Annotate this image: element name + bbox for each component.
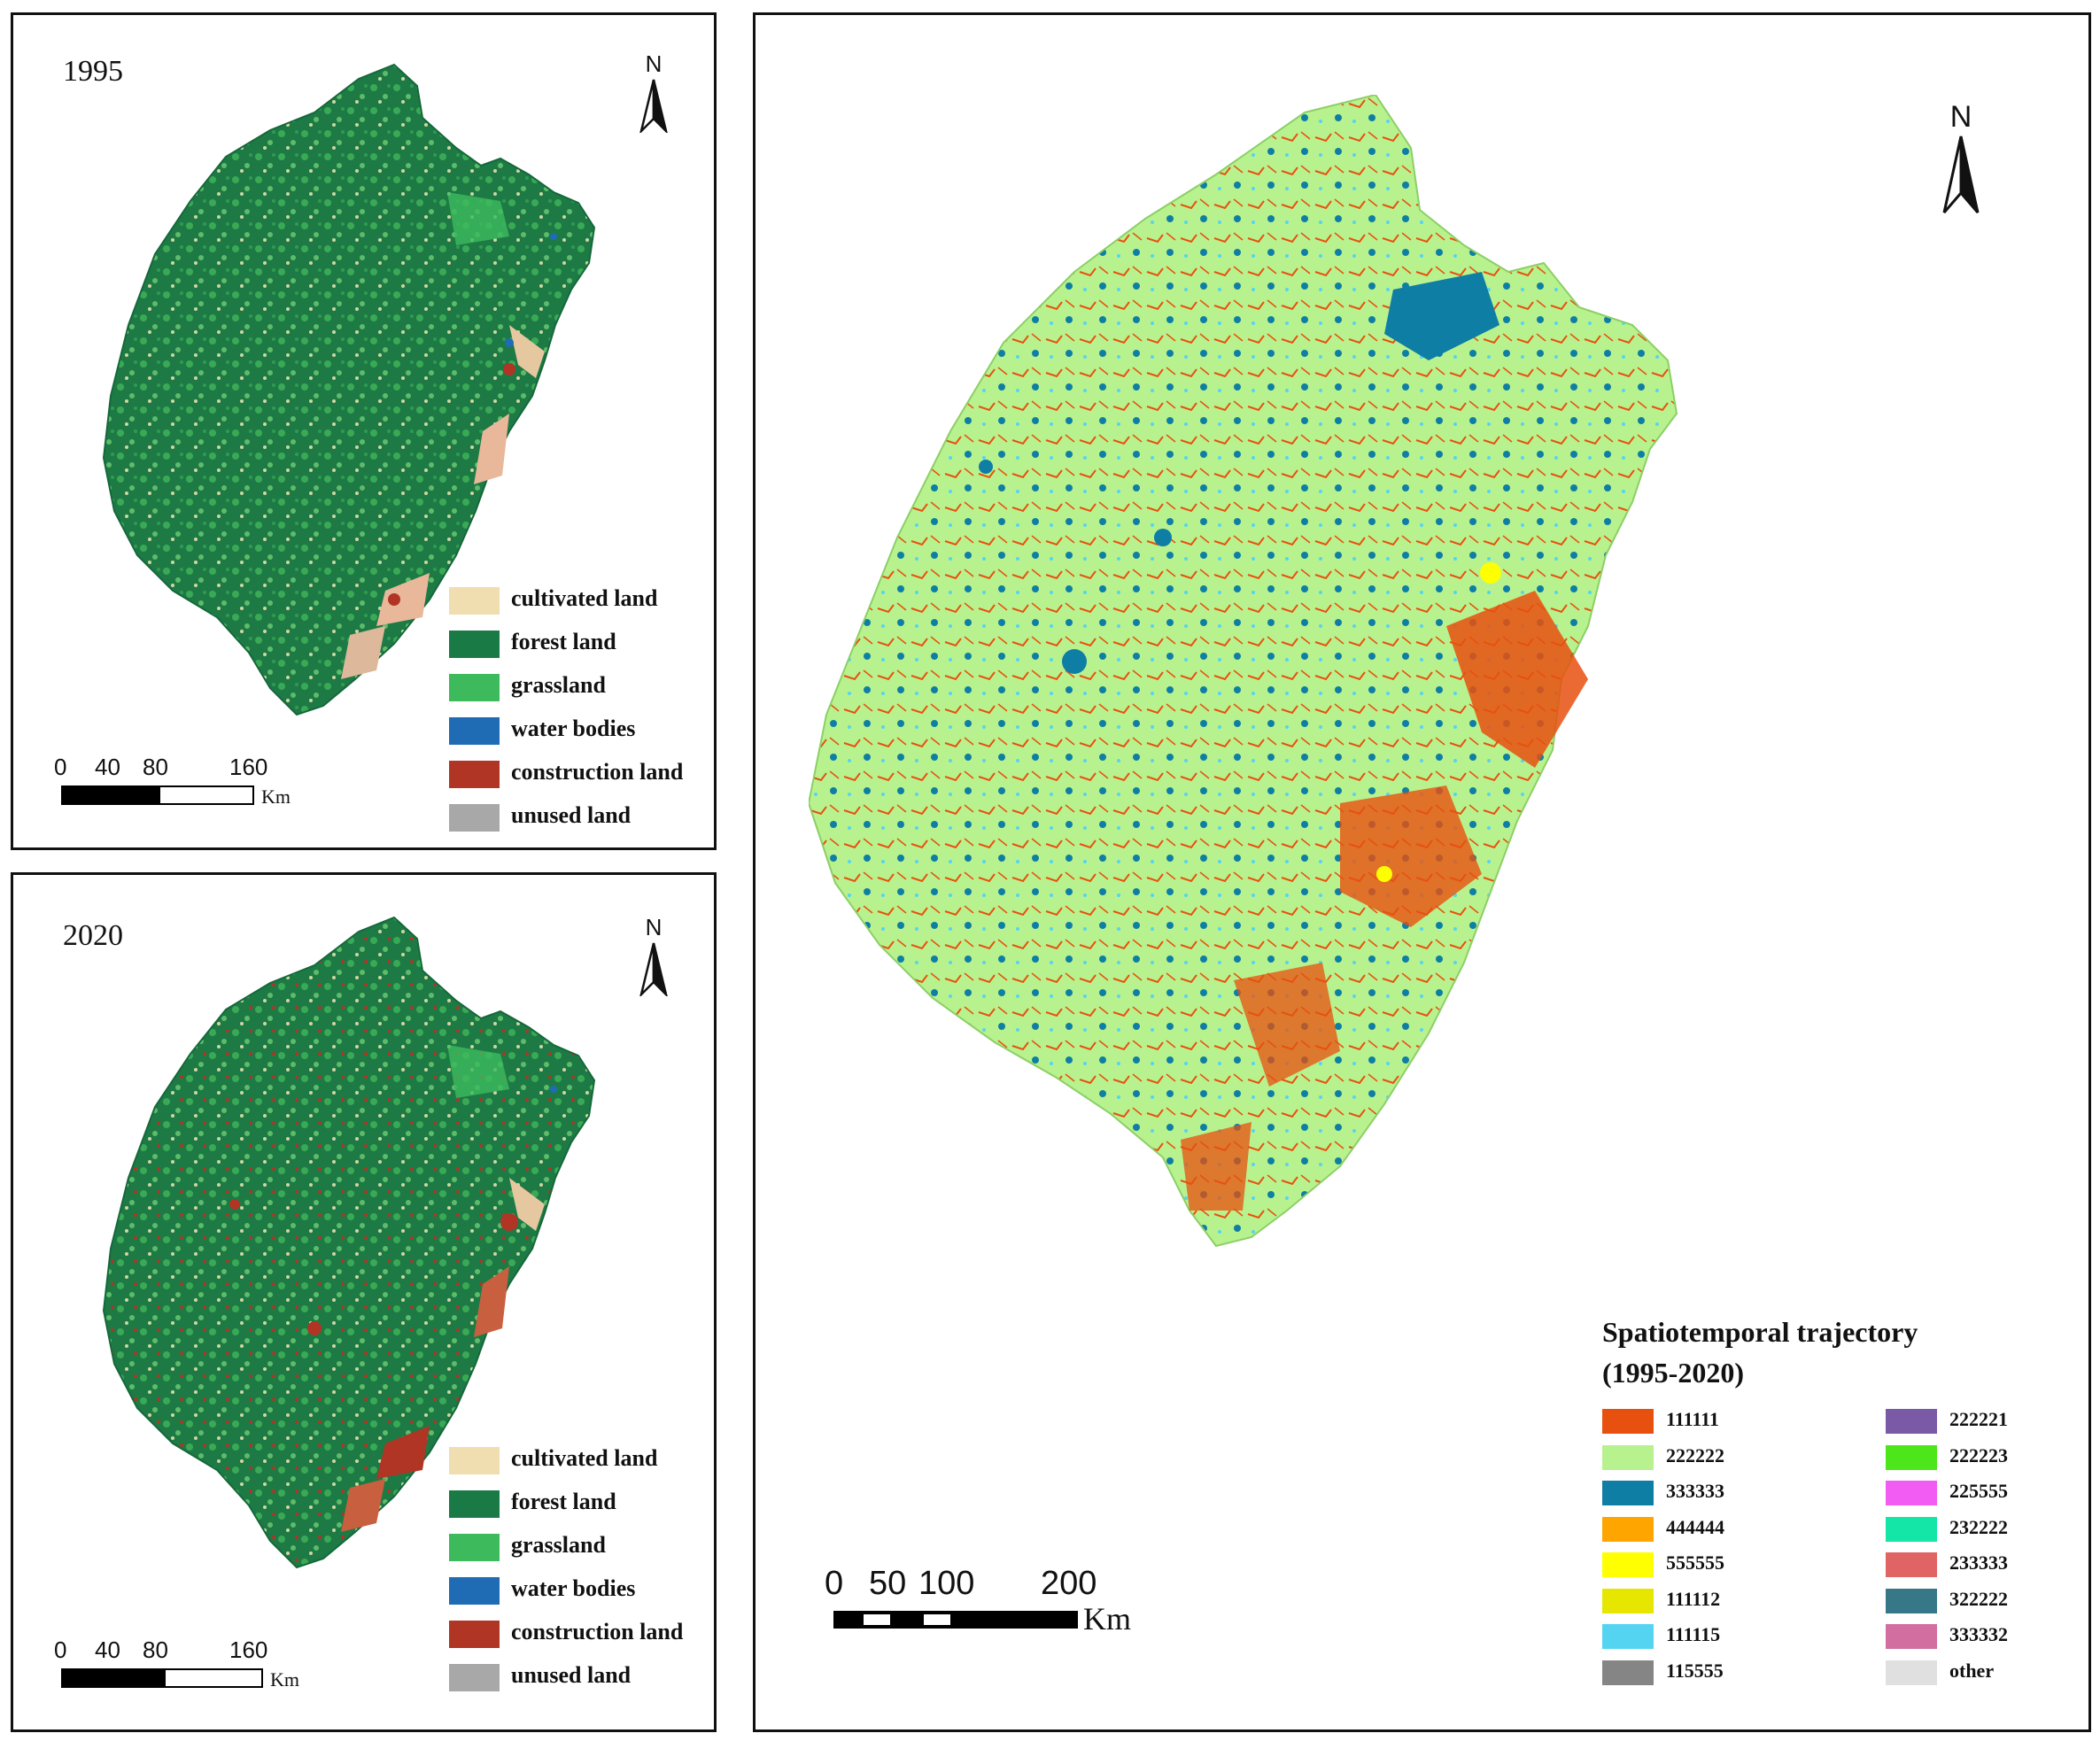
land-use-map-2020	[93, 912, 642, 1590]
legend-label: construction land	[511, 1619, 684, 1644]
north-label: N	[645, 914, 663, 940]
legend-swatch	[449, 1664, 500, 1691]
legend-swatch	[1602, 1552, 1654, 1577]
legend-label: grassland	[511, 1532, 606, 1558]
scale-segment-dark	[61, 785, 160, 805]
trajectory-map-panel: N 0	[753, 12, 2091, 1732]
scale-tick: 0	[54, 754, 67, 780]
scale-tick: 100	[918, 1565, 975, 1602]
trajectory-legend: Spatiotemporal trajectory (1995-2020) 11…	[1602, 1312, 2063, 1728]
scale-tick: 0	[825, 1565, 844, 1602]
legend-label: cultivated land	[511, 585, 658, 611]
north-arrow-icon: N	[632, 50, 676, 137]
legend-swatch	[1602, 1624, 1654, 1649]
north-label: N	[1949, 100, 1972, 134]
legend-swatch	[449, 717, 500, 745]
scale-segment-light	[864, 1614, 890, 1625]
scale-segment-light	[159, 785, 254, 805]
legend-label: 225555	[1949, 1480, 2008, 1502]
legend-swatch	[449, 1534, 500, 1561]
legend-swatch	[449, 674, 500, 701]
legend-label: 222221	[1949, 1408, 2008, 1430]
scale-tick: 80	[143, 1637, 168, 1663]
legend-label: 222223	[1949, 1443, 2008, 1466]
legend-swatch	[1886, 1444, 1937, 1470]
legend-swatch	[1886, 1588, 1937, 1613]
legend-swatch	[1602, 1660, 1654, 1685]
scale-tick: 200	[1041, 1565, 1097, 1602]
panel-year-label: 1995	[63, 55, 123, 88]
scale-unit: Km	[1083, 1601, 1131, 1637]
legend-subtitle: (1995-2020)	[1602, 1357, 1744, 1389]
legend-label: grassland	[511, 672, 606, 698]
legend-label: 333333	[1666, 1480, 1724, 1502]
legend-title: Spatiotemporal trajectory	[1602, 1316, 1918, 1348]
legend-label: unused land	[511, 802, 632, 828]
legend-swatch	[1886, 1409, 1937, 1434]
legend-label: 333332	[1949, 1623, 2008, 1645]
scale-segment-dark	[61, 1668, 166, 1688]
legend-label: 111112	[1666, 1587, 1721, 1610]
scale-tick: 40	[95, 754, 120, 780]
legend-swatch	[1886, 1624, 1937, 1649]
legend-swatch	[449, 761, 500, 788]
north-label: N	[645, 50, 663, 77]
scale-tick: 50	[869, 1565, 907, 1602]
legend-swatch	[449, 631, 500, 658]
legend-swatch	[449, 1447, 500, 1474]
scale-segment-light	[164, 1668, 263, 1688]
legend-swatch	[1602, 1588, 1654, 1613]
legend-label: 322222	[1949, 1587, 2008, 1610]
legend-label: 222222	[1666, 1443, 1724, 1466]
legend-swatch	[1602, 1409, 1654, 1434]
legend-label: 233333	[1949, 1551, 2008, 1574]
legend-label: 111111	[1666, 1408, 1719, 1430]
legend-label: unused land	[511, 1662, 632, 1688]
scale-segment-light	[924, 1614, 950, 1625]
legend-swatch	[1602, 1481, 1654, 1505]
legend-swatch	[1886, 1516, 1937, 1542]
legend-label: water bodies	[511, 1575, 636, 1601]
map-panel-2020: 2020 N	[11, 872, 717, 1732]
scale-tick: 80	[143, 754, 168, 780]
legend-label: forest land	[511, 1489, 616, 1514]
legend-label: 232222	[1949, 1515, 2008, 1538]
legend-swatch	[449, 1490, 500, 1518]
legend-swatch	[449, 1577, 500, 1605]
legend-label: forest land	[511, 629, 616, 654]
legend-label: water bodies	[511, 716, 636, 741]
legend-label: 115555	[1666, 1659, 1724, 1682]
scale-segment-dark	[833, 1611, 1078, 1629]
scale-tick: 40	[95, 1637, 120, 1663]
legend-swatch	[1886, 1660, 1937, 1685]
north-arrow-icon: N	[1933, 100, 1988, 219]
legend-swatch	[449, 804, 500, 832]
legend-swatch	[1886, 1552, 1937, 1577]
legend-label: cultivated land	[511, 1445, 658, 1471]
scale-tick: 160	[229, 754, 268, 780]
scale-unit: Km	[270, 1668, 299, 1691]
land-use-map-1995	[93, 59, 642, 737]
scale-unit: Km	[261, 785, 291, 808]
legend-swatch	[449, 587, 500, 615]
legend-label: construction land	[511, 759, 684, 785]
scale-tick: 0	[54, 1637, 67, 1663]
legend-swatch	[1602, 1516, 1654, 1542]
legend-swatch	[449, 1621, 500, 1648]
scale-tick: 160	[229, 1637, 268, 1663]
north-arrow-icon: N	[632, 914, 676, 1001]
legend-label: 111115	[1666, 1623, 1721, 1645]
panel-year-label: 2020	[63, 919, 123, 952]
legend-swatch	[1886, 1481, 1937, 1505]
legend-label: 555555	[1666, 1551, 1724, 1574]
trajectory-map	[807, 93, 1871, 1640]
legend-label: 444444	[1666, 1515, 1724, 1538]
legend-label: other	[1949, 1659, 1995, 1682]
legend-swatch	[1602, 1444, 1654, 1470]
map-panel-1995: 1995 N	[11, 12, 717, 850]
